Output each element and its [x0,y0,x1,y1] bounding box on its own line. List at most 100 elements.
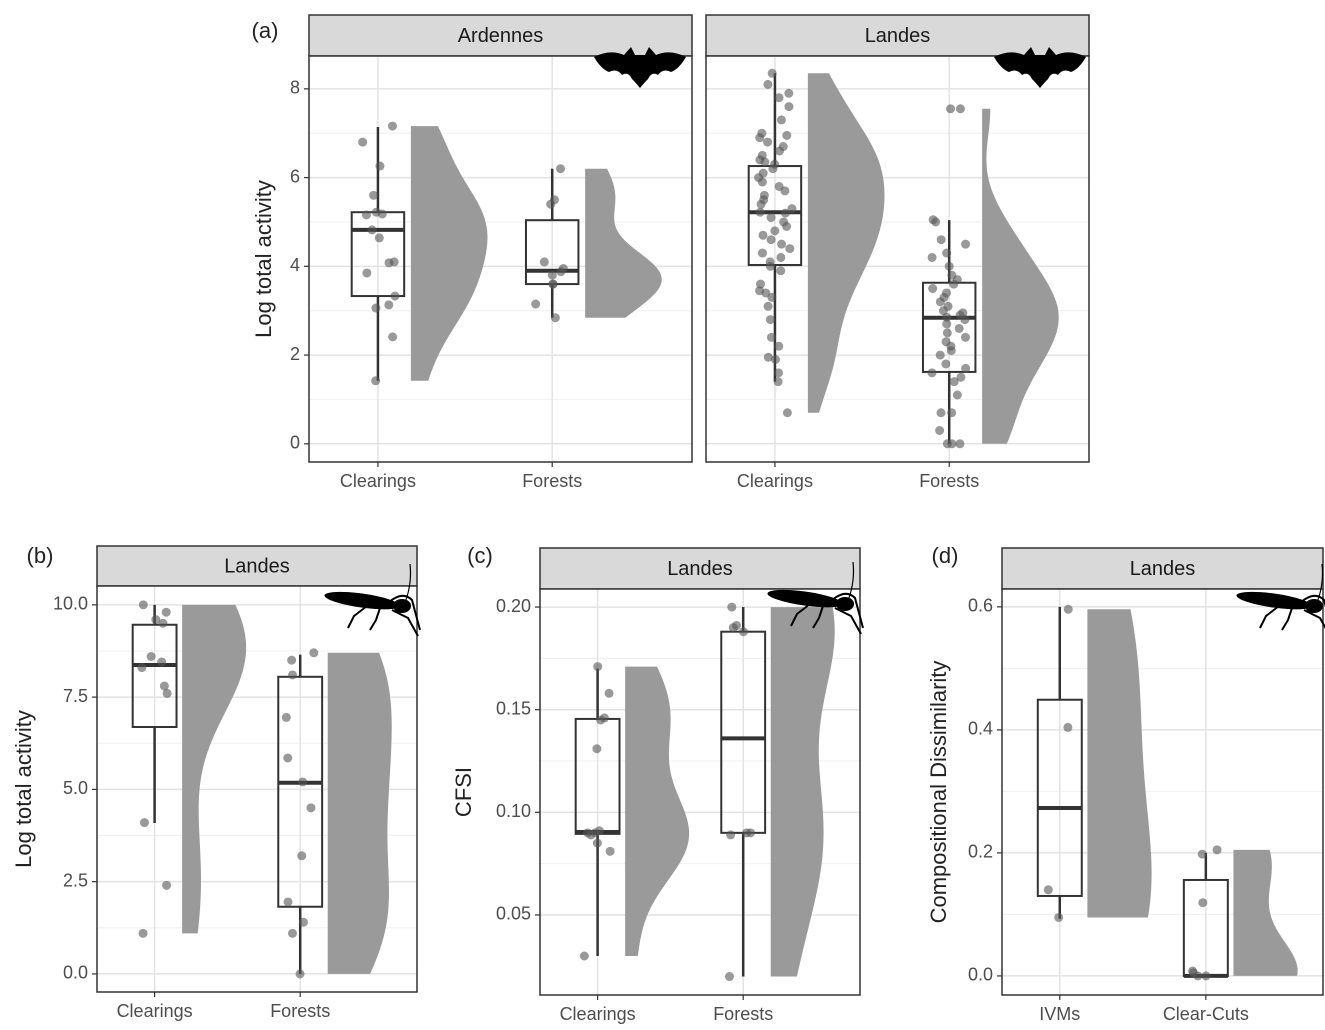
x-tick-label: Clearings [340,471,416,491]
panel-label: (d) [932,543,959,568]
point [785,244,795,254]
point [766,332,776,342]
y-tick-label: 10.0 [53,594,88,614]
y-tick-label: 7.5 [63,686,88,706]
point [935,350,945,360]
point [375,161,385,171]
point [728,623,738,633]
point [138,928,148,938]
point [782,221,792,231]
point [782,130,792,140]
point [367,225,377,235]
point [784,88,794,98]
point [766,213,776,223]
point [1201,971,1211,981]
point [298,777,308,787]
y-tick-label: 0 [290,433,300,453]
x-tick-label: Clearings [737,471,813,491]
y-tick-label: 0.20 [496,596,531,616]
point [1212,845,1222,855]
y-axis-title: Log total activity [251,180,276,338]
point [936,235,946,245]
x-tick-label: IVMs [1039,1004,1080,1024]
point [362,268,372,278]
point [787,204,797,214]
point [605,846,615,856]
x-tick-label: Forests [270,1001,330,1021]
point [756,199,766,209]
point [371,376,381,386]
point [942,312,952,322]
point [281,712,291,722]
point [771,355,781,365]
point [309,648,319,658]
point [946,104,956,114]
point [947,439,957,449]
point [782,408,792,418]
point [960,315,970,325]
y-tick-label: 0.6 [968,596,993,616]
point [784,102,794,112]
strip [96,545,418,587]
panel-label: (c) [467,543,493,568]
point [1193,971,1203,981]
y-tick-label: 6 [290,166,300,186]
point [297,851,307,861]
point [954,323,964,333]
point [956,372,966,382]
point [161,607,171,617]
y-axis-title: CFSI [451,767,476,817]
point [531,299,541,309]
point [938,306,948,316]
point [555,164,565,174]
point [773,368,783,378]
y-tick-label: 8 [290,78,300,98]
point [774,341,784,351]
x-tick-label: Clear-Cuts [1163,1004,1249,1024]
point [947,408,957,418]
violin [982,108,1059,444]
point [757,248,767,258]
point [374,233,384,243]
point [1197,849,1207,859]
strip [308,14,693,57]
point [952,390,962,400]
strip [539,547,861,590]
y-tick-label: 5.0 [63,778,88,798]
point [770,226,780,236]
y-tick-label: 0.2 [968,842,993,862]
strip-title: Landes [1130,558,1196,580]
point [941,359,951,369]
point [390,291,400,301]
strip-title: Landes [865,25,931,47]
point [306,803,316,813]
point [361,210,371,220]
point [765,315,775,325]
point [157,657,167,667]
x-tick-label: Forests [713,1004,773,1024]
point [931,217,941,227]
y-tick-label: 0.15 [496,698,531,718]
point [592,838,602,848]
point [777,239,787,249]
point [369,190,379,200]
point [955,439,965,449]
violin [807,73,885,413]
panel-label: (a) [252,18,279,43]
point [928,284,938,294]
point [955,104,965,114]
point [942,328,952,338]
point [763,79,773,89]
y-tick-label: 0.10 [496,801,531,821]
point [780,186,790,196]
point [388,332,398,342]
point [539,257,549,267]
point [774,146,784,156]
point [384,258,394,268]
point [727,602,737,612]
point [765,261,775,271]
panel-border [96,585,418,993]
point [1063,604,1073,614]
point [776,252,786,262]
x-tick-label: Clearings [560,1004,636,1024]
